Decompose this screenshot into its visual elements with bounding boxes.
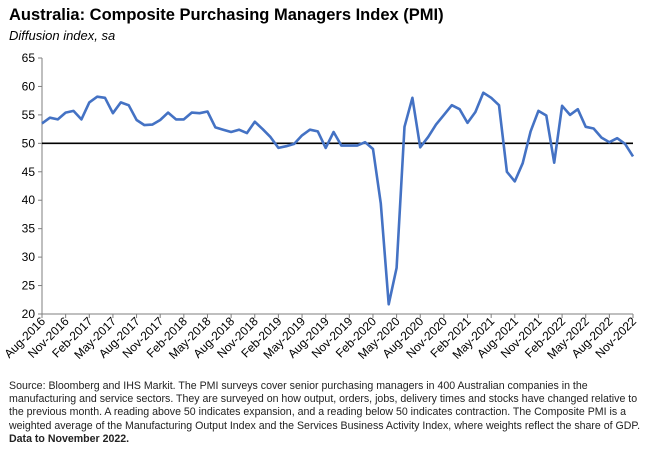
source-data-date: Data to November 2022. — [9, 432, 130, 445]
y-tick-label: 65 — [22, 51, 36, 65]
pmi-series-line — [41, 91, 635, 306]
y-tick-label: 25 — [22, 279, 36, 293]
y-tick-label: 40 — [22, 193, 36, 207]
pmi-line-chart: 20 25 30 35 40 45 50 55 60 65 Aug-2016Nov-2016Feb… — [1, 51, 639, 362]
y-tick-label: 20 — [22, 307, 36, 321]
y-tick-label: 60 — [22, 79, 36, 93]
y-tick-label: 45 — [22, 165, 36, 179]
y-tick-label: 50 — [22, 136, 36, 150]
chart-subtitle: Diffusion index, sa — [9, 28, 116, 43]
x-axis: Aug-2016Nov-2016Feb-2017May-2017Aug-2017… — [1, 313, 639, 362]
source-text: Source: Bloomberg and IHS Markit. The PM… — [9, 380, 641, 432]
y-tick-label: 55 — [22, 108, 36, 122]
y-axis: 20 25 30 35 40 45 50 55 60 65 — [22, 51, 43, 321]
chart-title: Australia: Composite Purchasing Managers… — [9, 6, 444, 24]
source-note: Source: Bloomberg and IHS Markit. The PM… — [9, 380, 641, 446]
y-tick-label: 30 — [22, 250, 36, 264]
y-tick-label: 35 — [22, 222, 36, 236]
